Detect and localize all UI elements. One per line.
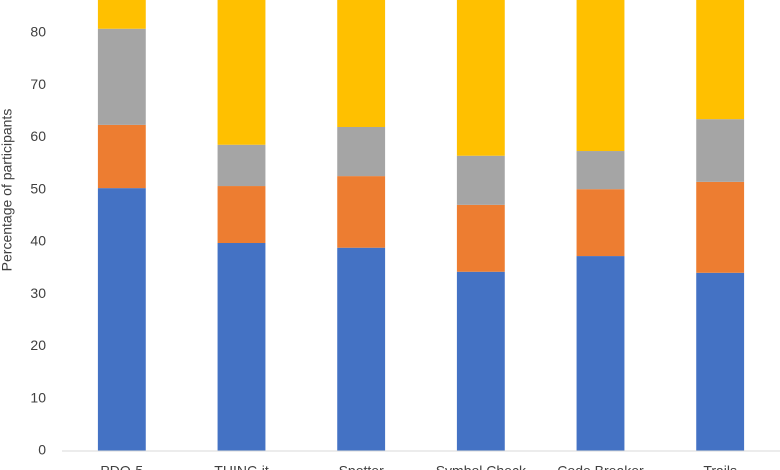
bar-segment [337, 126, 386, 177]
bar-segment [696, 119, 745, 182]
bar-segment [696, 181, 745, 273]
y-tick-label: 0 [38, 442, 46, 458]
x-tick-label: Symbol Check [436, 463, 527, 470]
bar-segment [456, 271, 505, 451]
bar-segment [97, 124, 146, 189]
x-tick-label: Spotter [339, 463, 384, 470]
bar-segment [576, 256, 625, 451]
bar-segment [217, 243, 266, 451]
bar-segment [97, 0, 146, 29]
bar-segment [456, 155, 505, 205]
bar-segment [337, 0, 386, 127]
y-axis-title: Percentage of participants [0, 109, 15, 272]
bar-segment [217, 0, 266, 145]
bar-segment [337, 176, 386, 248]
bar-segment [696, 0, 745, 120]
y-tick-label: 80 [30, 24, 46, 40]
y-tick-label: 40 [30, 233, 46, 249]
bar-segment [97, 188, 146, 452]
bar-segment [217, 144, 266, 187]
bar-segment [456, 0, 505, 156]
x-tick-label: THINC-it [214, 463, 269, 470]
x-tick-label: Code Breaker [557, 463, 644, 470]
bar-segment [696, 272, 745, 451]
bar-segment [97, 28, 146, 125]
y-tick-label: 70 [30, 76, 46, 92]
x-tick-label: Trails [703, 463, 737, 470]
x-tick-label: PDQ-5 [100, 463, 143, 470]
bar-segment [576, 0, 625, 152]
bar-segment [456, 204, 505, 272]
bar-segment [217, 186, 266, 244]
y-tick-label: 10 [30, 389, 46, 405]
y-tick-label: 50 [30, 180, 46, 196]
y-tick-label: 30 [30, 285, 46, 301]
y-tick-label: 60 [30, 128, 46, 144]
bar-segment [337, 247, 386, 451]
bar-segment [576, 189, 625, 257]
y-tick-label: 20 [30, 337, 46, 353]
bar-segment [576, 151, 625, 190]
